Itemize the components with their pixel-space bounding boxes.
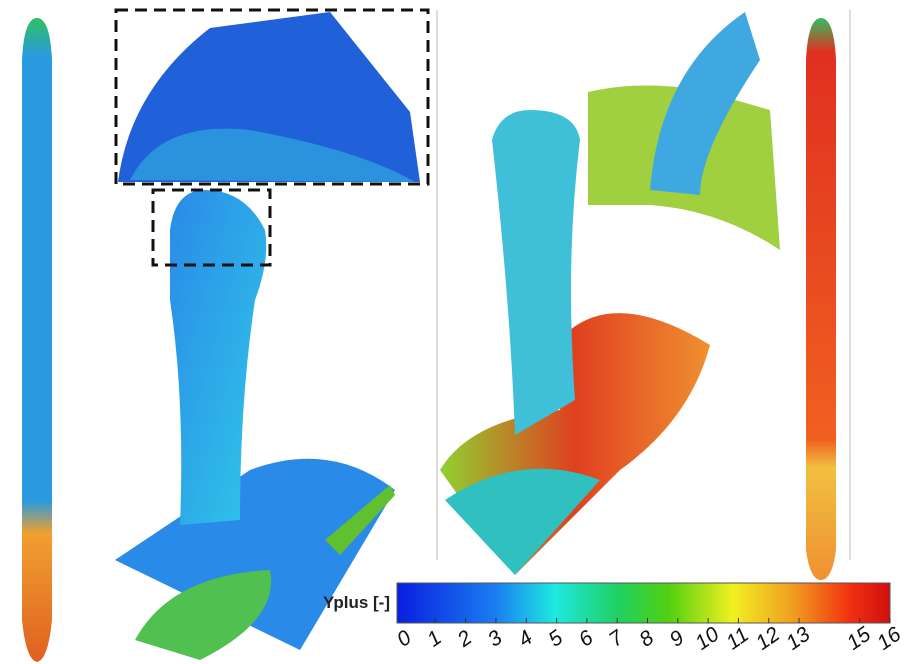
tick-label: 7 bbox=[605, 625, 629, 651]
left-rod bbox=[22, 18, 52, 662]
tick-label: 1 bbox=[423, 626, 446, 652]
tick-label: 10 bbox=[691, 622, 724, 654]
tick-label: 0 bbox=[393, 626, 416, 652]
colorbar-gradient bbox=[396, 582, 891, 624]
tick-label: 9 bbox=[666, 626, 689, 652]
tick-label: 6 bbox=[575, 626, 598, 652]
tick-label: 5 bbox=[544, 626, 567, 652]
tick-label: 4 bbox=[514, 626, 537, 652]
tick-label: 12 bbox=[752, 622, 785, 654]
tick-label: 8 bbox=[635, 626, 658, 652]
left-blade-view bbox=[114, 8, 430, 660]
tick-label: 13 bbox=[782, 622, 815, 654]
tick-label: 3 bbox=[484, 626, 507, 652]
tick-label: 11 bbox=[722, 623, 753, 654]
right-rod bbox=[806, 18, 836, 580]
tick-label: 16 bbox=[873, 622, 906, 654]
right-blade-view bbox=[440, 12, 780, 575]
colorbar-label: Yplus [-] bbox=[323, 593, 390, 612]
tick-label: 15 bbox=[843, 622, 876, 654]
tick-label: 2 bbox=[453, 626, 477, 652]
